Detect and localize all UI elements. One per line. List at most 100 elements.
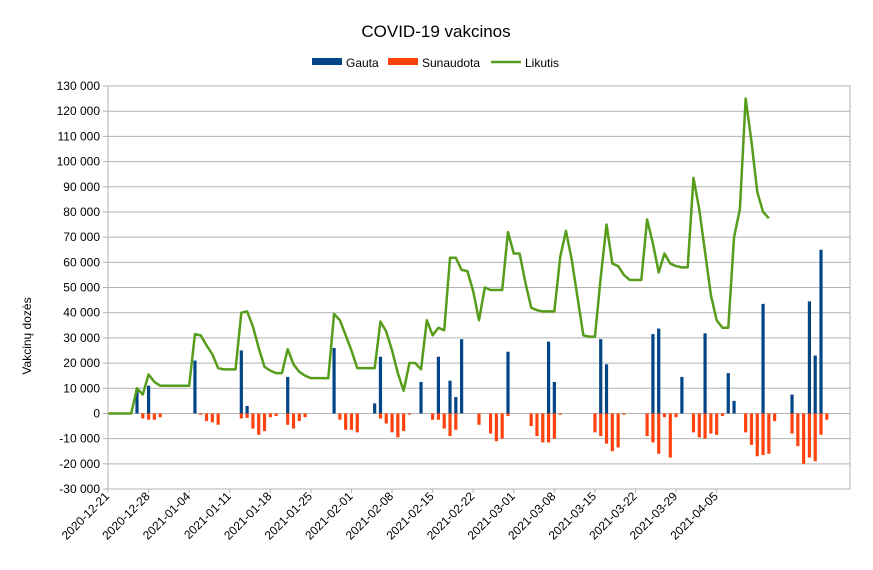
bar-sunaudota (813, 413, 817, 462)
bar-sunaudota (297, 413, 301, 421)
line-likutis (108, 97, 770, 415)
bar-gauta (460, 339, 464, 414)
legend-item-likutis: Likutis (491, 56, 559, 70)
bar-sunaudota (662, 413, 667, 418)
bar-sunaudota (303, 413, 307, 418)
y-tick-label: -20 000 (59, 457, 100, 471)
bar-gauta (819, 249, 823, 414)
bar-sunaudota (796, 413, 800, 447)
bar-gauta (761, 303, 765, 414)
bar-sunaudota (199, 413, 203, 415)
legend-item-sunaudota: Sunaudota (388, 56, 480, 70)
plot-frame (107, 85, 851, 490)
bar-gauta (732, 400, 736, 414)
y-tick-label: 10 000 (63, 381, 100, 395)
y-tick-label: 50 000 (63, 281, 100, 295)
bar-gauta (807, 301, 812, 414)
y-tick-label: -30 000 (59, 482, 100, 496)
bar-sunaudota (755, 413, 759, 457)
bar-sunaudota (552, 413, 556, 439)
bar-sunaudota (146, 413, 151, 420)
bar-sunaudota (506, 413, 510, 416)
bar-gauta (552, 381, 556, 414)
y-tick-label: 90 000 (63, 180, 100, 194)
y-axis-ticks: -30 000 -20 000 -10 000 0 10 000 20 000 30 000… (57, 79, 108, 496)
y-tick-label: 60 000 (63, 255, 100, 269)
y-tick-label: -10 000 (59, 432, 100, 446)
bar-sunaudota (807, 413, 812, 458)
bar-sunaudota (488, 413, 493, 434)
bar-gauta (419, 381, 423, 414)
legend-item-gauta: Gauta (312, 56, 379, 70)
bar-sunaudota (610, 413, 614, 452)
bar-sunaudota (344, 413, 348, 430)
bar-sunaudota (749, 413, 754, 445)
y-tick-label: 80 000 (63, 205, 100, 219)
bar-sunaudota (767, 413, 771, 454)
bar-sunaudota (720, 413, 725, 416)
bar-sunaudota (645, 413, 649, 437)
bar-sunaudota (674, 413, 678, 418)
bar-sunaudota (494, 413, 498, 442)
bar-sunaudota (622, 413, 626, 415)
bar-sunaudota (442, 413, 446, 429)
bar-sunaudota (396, 413, 400, 438)
line-series (108, 97, 770, 415)
bar-sunaudota (262, 413, 267, 432)
bar-sunaudota (715, 413, 719, 435)
bar-sunaudota (158, 413, 162, 418)
bar-gauta (332, 347, 336, 414)
bar-sunaudota (529, 413, 533, 427)
bar-gauta (546, 341, 551, 414)
legend: Gauta Sunaudota Likutis (312, 56, 559, 70)
legend-swatch-gauta (312, 58, 342, 65)
y-axis-title: Vakcinų dozės (20, 297, 34, 374)
bar-sunaudota (535, 413, 539, 437)
y-tick-label: 40 000 (63, 306, 100, 320)
bar-sunaudota (338, 413, 342, 420)
bar-sunaudota (239, 413, 243, 419)
bar-gauta (373, 403, 377, 414)
bar-sunaudota (616, 413, 620, 448)
legend-label-sunaudota: Sunaudota (422, 56, 480, 70)
bar-sunaudota (593, 413, 597, 433)
chart-title: COVID-19 vakcinos (361, 22, 510, 41)
y-tick-label: 130 000 (57, 79, 101, 93)
bar-sunaudota (709, 413, 713, 434)
bar-sunaudota (245, 413, 249, 418)
bar-gauta (703, 333, 707, 414)
bar-sunaudota (651, 413, 655, 443)
bar-sunaudota (251, 413, 255, 429)
bar-gauta (378, 356, 383, 414)
y-tick-label: 110 000 (58, 129, 101, 143)
bar-sunaudota (216, 413, 220, 425)
bar-gauta (657, 328, 661, 414)
bar-sunaudota (390, 413, 394, 433)
y-tick-label: 0 (93, 406, 100, 420)
bar-gauta (286, 376, 290, 414)
bar-gauta (680, 376, 684, 414)
bar-sunaudota (657, 413, 661, 454)
bar-sunaudota (558, 413, 562, 415)
bar-sunaudota (291, 413, 296, 429)
bar-sunaudota (668, 413, 672, 458)
bar-gauta (135, 388, 139, 414)
bar-gauta (193, 360, 197, 414)
bar-sunaudota (210, 413, 214, 423)
y-tick-label: 30 000 (63, 331, 100, 345)
bar-sunaudota (286, 413, 290, 425)
bar-sunaudota (141, 413, 145, 419)
bar-sunaudota (697, 413, 701, 438)
bar-gauta (245, 405, 249, 414)
bar-sunaudota (378, 413, 383, 419)
bar-gauta (454, 397, 458, 414)
bar-gauta (436, 356, 441, 414)
bar-sunaudota (407, 413, 412, 415)
bar-sunaudota (257, 413, 261, 435)
bar-gauta (604, 364, 609, 414)
bar-sunaudota (773, 413, 777, 421)
legend-label-gauta: Gauta (346, 56, 379, 70)
legend-swatch-sunaudota (388, 58, 418, 65)
bar-sunaudota (477, 413, 481, 425)
